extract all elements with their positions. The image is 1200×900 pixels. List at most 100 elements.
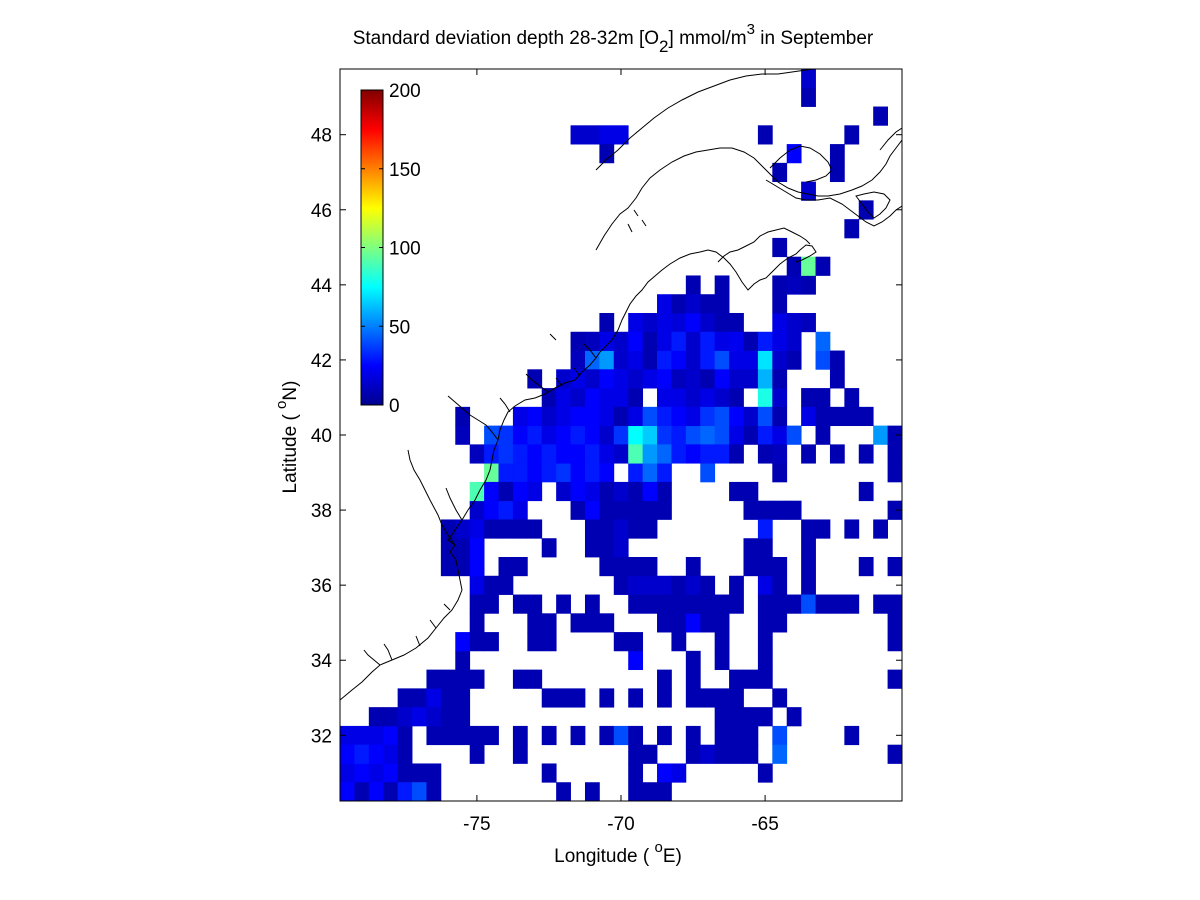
heatmap-cell (714, 425, 730, 445)
heatmap-cell (570, 425, 586, 445)
heatmap-cell (772, 688, 788, 708)
heatmap-cell (354, 763, 370, 783)
heatmap-cell (671, 294, 687, 314)
heatmap-cell (584, 388, 600, 408)
heatmap-cell (642, 744, 658, 764)
heatmap-cell (599, 144, 615, 164)
heatmap-cell (512, 725, 528, 746)
heatmap-cell (584, 369, 600, 389)
heatmap-cell (383, 744, 399, 764)
heatmap-cell (455, 669, 471, 689)
heatmap-cell (584, 331, 600, 351)
heatmap-cell (786, 707, 802, 727)
heatmap-cell (527, 425, 543, 445)
heatmap-cell (613, 538, 629, 558)
heatmap-cell (671, 632, 687, 652)
heatmap-cell (484, 575, 499, 595)
heatmap-cell (801, 256, 816, 276)
heatmap-cell (584, 519, 600, 539)
heatmap-cell (498, 519, 514, 539)
heatmap-cell (743, 725, 759, 746)
heatmap-cell (541, 538, 557, 558)
heatmap-cell (729, 388, 744, 408)
heatmap-cell (729, 688, 744, 708)
heatmap-cell (829, 162, 845, 183)
heatmap-cell (786, 256, 802, 276)
heatmap-cell (613, 575, 629, 595)
heatmap-cell (527, 594, 543, 614)
heatmap-cell (714, 744, 730, 764)
heatmap-cell (383, 725, 399, 746)
heatmap-cells (340, 69, 902, 801)
heatmap-cell (657, 313, 672, 333)
heatmap-cell (512, 500, 528, 520)
heatmap-cell (440, 688, 456, 708)
heatmap-cell (412, 707, 427, 727)
heatmap-cell (584, 782, 600, 801)
heatmap-cell (498, 444, 514, 464)
heatmap-cell (570, 406, 586, 427)
heatmap-cell (512, 406, 528, 427)
heatmap-cell (815, 388, 831, 408)
heatmap-cell (858, 406, 874, 427)
heatmap-cell (700, 594, 716, 614)
heatmap-cell (729, 669, 744, 689)
heatmap-cell (714, 707, 730, 727)
heatmap-cell (743, 538, 759, 558)
heatmap-cell (556, 463, 571, 483)
heatmap-cell (397, 707, 413, 727)
x-tick-label: -70 (607, 814, 634, 835)
heatmap-cell (512, 557, 528, 577)
heatmap-cell (714, 350, 730, 370)
heatmap-cell (657, 500, 672, 520)
heatmap-cell (743, 331, 759, 351)
heatmap-cell (657, 388, 672, 408)
heatmap-cell (786, 500, 802, 520)
heatmap-cell (527, 444, 543, 464)
heatmap-cell (642, 557, 658, 577)
heatmap-cell (628, 632, 644, 652)
heatmap-cell (700, 369, 716, 389)
heatmap-cell (757, 369, 773, 389)
heatmap-cell (628, 313, 644, 333)
heatmap-cell (700, 425, 716, 445)
heatmap-cell (340, 782, 355, 801)
heatmap-cell (786, 313, 802, 333)
y-tick-label: 40 (311, 426, 332, 447)
heatmap-cell (426, 707, 442, 727)
heatmap-cell (757, 613, 773, 633)
heatmap-cell (541, 632, 557, 652)
heatmap-cell (801, 313, 816, 333)
heatmap-cell (873, 594, 888, 614)
x-axis-label: Longitude ( oE) (554, 839, 682, 867)
heatmap-cell (584, 538, 600, 558)
heatmap-cell (700, 575, 716, 595)
heatmap-cell (685, 613, 701, 633)
heatmap-cell (455, 632, 471, 652)
heatmap-cell (426, 669, 442, 689)
heatmap-cell (642, 594, 658, 614)
heatmap-cell (484, 444, 499, 464)
heatmap-cell (772, 463, 788, 483)
heatmap-cell (642, 463, 658, 483)
heatmap-cell (368, 707, 384, 727)
heatmap-cell (613, 406, 629, 427)
heatmap-cell (512, 444, 528, 464)
heatmap-cell (729, 369, 744, 389)
heatmap-cell (657, 481, 672, 502)
heatmap-cell (700, 350, 716, 370)
heatmap-cell (685, 557, 701, 577)
heatmap-cell (685, 425, 701, 445)
heatmap-cell (772, 406, 788, 427)
heatmap-cell (512, 744, 528, 764)
heatmap-cell (599, 406, 615, 427)
heatmap-cell (714, 444, 730, 464)
heatmap-cell (642, 313, 658, 333)
heatmap-cell (383, 707, 399, 727)
heatmap-cell (642, 406, 658, 427)
heatmap-cell (772, 331, 788, 351)
heatmap-cell (772, 294, 788, 314)
heatmap-cell (541, 444, 557, 464)
heatmap-cell (714, 313, 730, 333)
heatmap-cell (743, 669, 759, 689)
